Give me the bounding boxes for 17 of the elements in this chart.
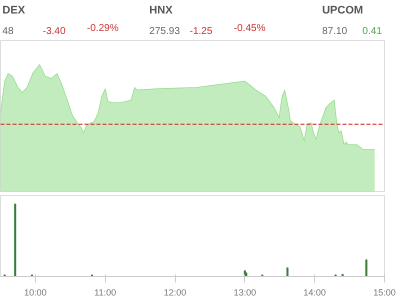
text: 48: [2, 26, 14, 37]
text: 0.41: [362, 26, 382, 37]
x-tick-label: 11:00: [94, 288, 116, 298]
text: 87.10: [322, 26, 348, 37]
text: -0.29%: [86, 22, 119, 34]
x-tick-label: 14:00: [303, 288, 326, 298]
text: -0.45%: [234, 22, 266, 34]
x-tick-label: 12:00: [164, 288, 186, 298]
text: -3.40: [42, 26, 66, 37]
category-label: HNX: [149, 4, 174, 16]
x-tick-label: 13:00: [234, 288, 256, 298]
x-tick-label: 10:00: [24, 288, 47, 298]
category-label: DEX: [2, 4, 26, 16]
x-tick-label: 15:00: [373, 288, 396, 298]
text: -1.25: [190, 26, 213, 37]
text: 275.93: [149, 26, 180, 37]
category-label: UPCOM: [322, 4, 364, 16]
